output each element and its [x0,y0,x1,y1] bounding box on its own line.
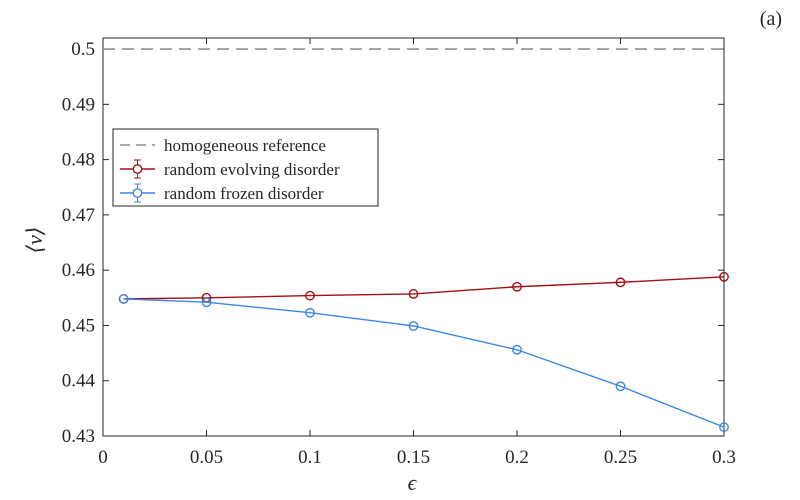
y-tick-label: 0.48 [62,150,95,171]
data-point [118,294,129,304]
panel-label: (a) [760,8,782,30]
y-tick-label: 0.45 [62,315,95,336]
x-tick-label: 0.2 [505,447,529,468]
y-tick-label: 0.5 [71,39,95,60]
data-point [305,290,315,301]
series-line [123,298,725,428]
legend-entry: random frozen disorder [120,183,324,203]
axis-ticks: 0 0.05 0.1 0.15 0.2 0.25 0.3 0.43 0.44 0.45 0.46 0.… [62,38,736,468]
y-tick-label: 0.46 [62,260,95,281]
y-tick-label: 0.44 [62,371,96,392]
x-tick-label: 0.15 [397,447,430,468]
legend-marker [132,164,143,174]
data-point [719,422,729,433]
x-tick-label: 0.1 [298,447,322,468]
legend-marker [132,188,143,198]
plot-area-frame [102,37,725,437]
x-axis-label: ϵ [408,470,418,495]
legend-label: random frozen disorder [164,184,324,203]
data-point [408,321,419,331]
x-tick-label: 0.3 [712,447,736,468]
x-tick-label: 0 [98,447,108,468]
data-point [512,344,522,355]
data-point [615,277,626,288]
series-layer [103,48,729,433]
data-point [201,297,212,308]
legend: homogeneous reference random evolving dis… [112,128,379,207]
data-point [305,307,315,318]
x-tick-label: 0.25 [604,447,637,468]
data-point [719,271,729,282]
legend-label: random evolving disorder [164,160,340,179]
legend-entry: homogeneous reference [120,136,326,155]
legend-label: homogeneous reference [164,136,326,155]
legend-box [112,128,379,207]
y-axis-label: ⟨v⟩ [22,227,47,254]
y-tick-label: 0.47 [62,205,95,226]
data-point [408,289,419,299]
data-point [615,381,626,392]
legend-entry: random evolving disorder [120,159,340,179]
series-line [123,276,725,300]
y-tick-label: 0.49 [62,94,95,115]
data-point [512,281,522,292]
y-tick-label: 0.43 [62,426,95,447]
x-tick-label: 0.05 [190,447,223,468]
